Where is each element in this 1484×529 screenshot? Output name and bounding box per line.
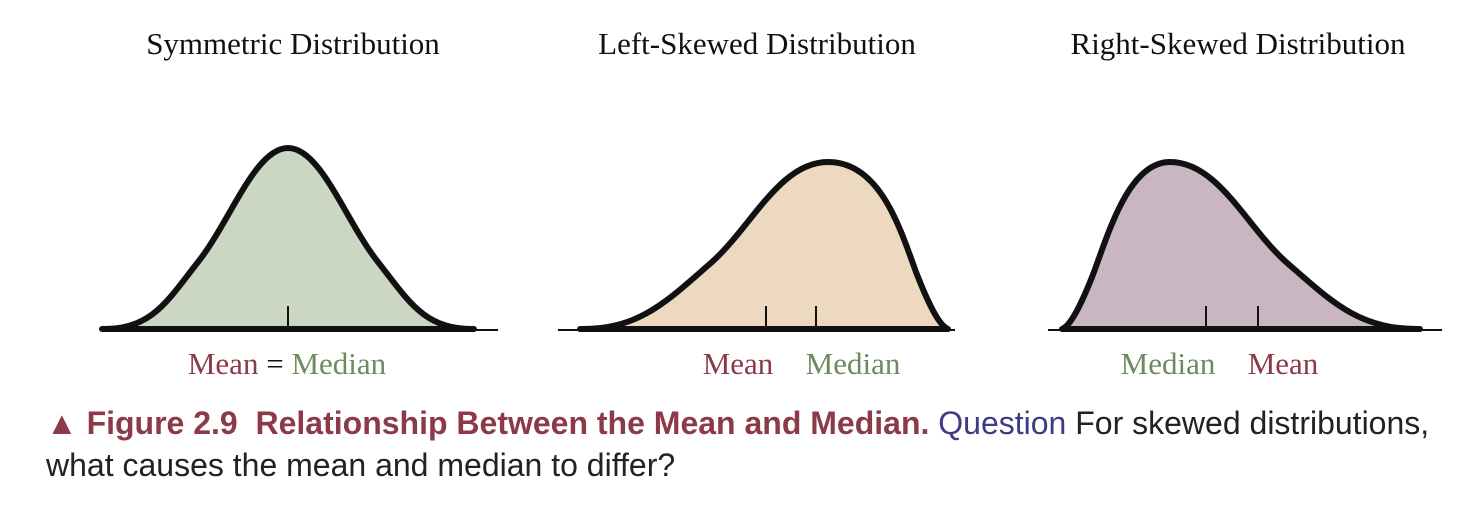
right-skewed-title: Right-Skewed Distribution	[1070, 26, 1406, 61]
left-skewed-mean-label: Mean	[702, 346, 774, 381]
right-skewed-mean-label: Mean	[1247, 346, 1319, 381]
symmetric-panel	[99, 145, 498, 333]
symmetric-median-label: Median	[291, 346, 387, 381]
figure-title: Relationship Between the Mean and Median…	[255, 405, 930, 441]
triangle-marker-icon: ▲	[46, 405, 78, 441]
symmetric-mean-label: Mean	[187, 346, 259, 381]
left-skewed-panel	[558, 159, 955, 333]
figure-caption: ▲ Figure 2.9 Relationship Between the Me…	[46, 402, 1446, 486]
right-skewed-curve	[1059, 159, 1423, 333]
figure-number: Figure 2.9	[86, 405, 238, 441]
right-skewed-median-label: Median	[1120, 346, 1216, 381]
symmetric-equals: =	[266, 346, 284, 381]
symmetric-curve	[99, 145, 477, 333]
symmetric-label: Mean = Median	[188, 346, 386, 382]
question-label: Question	[938, 405, 1067, 441]
question-text: For skewed distributions, what causes th…	[46, 405, 1430, 483]
left-skewed-title: Left-Skewed Distribution	[598, 26, 916, 61]
left-skewed-curve	[577, 159, 951, 333]
symmetric-title: Symmetric Distribution	[146, 26, 440, 61]
left-skewed-median-label: Median	[805, 346, 901, 381]
right-skewed-panel	[1048, 159, 1442, 333]
